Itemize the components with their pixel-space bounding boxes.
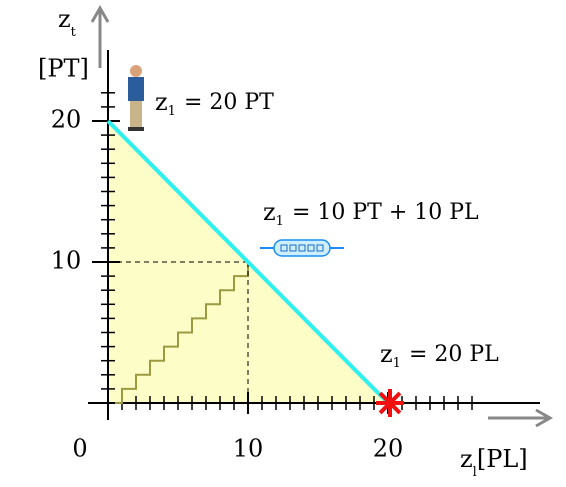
y-axis-label: zt xyxy=(58,5,77,40)
device-cell xyxy=(289,244,297,252)
device-icon xyxy=(260,239,344,257)
x-unit: [PL] xyxy=(477,445,528,473)
annotation-subscript: 1 xyxy=(168,104,176,119)
x-symbol: z xyxy=(460,445,473,473)
x-axis-label: zl[PL] xyxy=(460,445,528,480)
annotation-subscript: 1 xyxy=(393,356,401,371)
x-tick-label: 20 xyxy=(373,435,404,463)
x-tick-label: 10 xyxy=(233,435,264,463)
y-tick-label: 20 xyxy=(51,106,82,134)
device-cell xyxy=(280,244,288,252)
person-body xyxy=(128,77,144,101)
person-shoes xyxy=(128,127,144,131)
frontier-line xyxy=(106,119,390,405)
x-subscript: l xyxy=(473,465,477,480)
annotation-symbol: z xyxy=(380,340,393,368)
device-cell xyxy=(307,244,315,252)
person-legs xyxy=(130,101,142,129)
person-head xyxy=(130,65,142,77)
annotation-text: = 20 PL xyxy=(409,342,499,367)
annotation-text: = 20 PT xyxy=(184,90,274,115)
device-cell xyxy=(298,244,306,252)
star-ray xyxy=(378,391,402,415)
staircase xyxy=(115,262,249,404)
annotation: z1 = 10 PT + 10 PL xyxy=(263,198,479,229)
annotation: z1 = 20 PL xyxy=(380,340,499,371)
annotation-subscript: 1 xyxy=(276,214,284,229)
y-symbol: z xyxy=(58,5,71,33)
x-tick-label: 0 xyxy=(72,435,87,463)
star-icon xyxy=(376,389,404,417)
device-cell xyxy=(316,244,324,252)
x-arrow-head xyxy=(535,408,554,428)
annotation-text: = 10 PT + 10 PL xyxy=(292,200,479,225)
annotation-symbol: z xyxy=(263,198,276,226)
device-body xyxy=(273,239,331,257)
y-arrow-head xyxy=(90,4,110,23)
annotation-symbol: z xyxy=(155,88,168,116)
y-subscript: t xyxy=(71,25,77,40)
y-tick-label: 10 xyxy=(51,247,82,275)
person-icon xyxy=(128,65,144,131)
y-unit: [PT] xyxy=(38,55,89,83)
annotation: z1 = 20 PT xyxy=(155,88,274,119)
